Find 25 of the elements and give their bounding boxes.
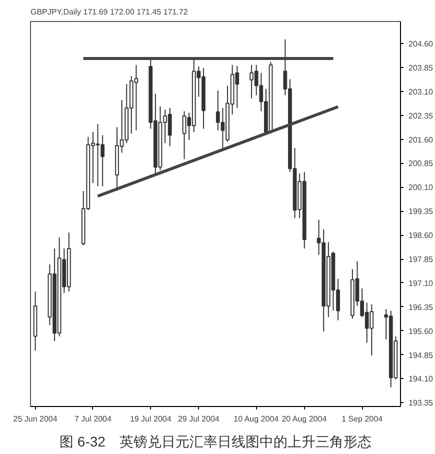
y-tick-label: 202.35 bbox=[408, 111, 434, 120]
y-tick-label: 204.60 bbox=[408, 40, 434, 49]
x-tick-label: 25 Jun 2004 bbox=[13, 414, 58, 424]
y-tick-label: 199.35 bbox=[408, 207, 434, 216]
y-tick-label: 197.85 bbox=[408, 255, 434, 264]
chart-title: GBPJPY,Daily 171.69 172.00 171.45 171.72 bbox=[30, 8, 188, 16]
x-tick-label: 10 Aug 2004 bbox=[234, 414, 280, 424]
y-tick-label: 193.35 bbox=[408, 398, 434, 408]
y-tick-label: 203.10 bbox=[408, 87, 434, 96]
x-tick-label: 19 Jul 2004 bbox=[130, 414, 172, 424]
x-tick-label: 20 Aug 2004 bbox=[282, 414, 328, 424]
caption: 图 6-32 英镑兑日元汇率日线图中的上升三角形态 bbox=[60, 434, 372, 450]
x-tick-label: 7 Jul 2004 bbox=[74, 414, 112, 424]
y-tick-label: 203.85 bbox=[408, 63, 434, 72]
y-tick-label: 198.60 bbox=[408, 231, 434, 240]
y-tick-label: 201.60 bbox=[408, 135, 434, 144]
y-tick-label: 197.10 bbox=[408, 278, 434, 288]
y-tick-label: 200.10 bbox=[408, 183, 434, 192]
y-tick-label: 200.85 bbox=[408, 159, 434, 168]
x-tick-label: 29 Jul 2004 bbox=[178, 414, 220, 424]
y-tick-label: 194.85 bbox=[408, 350, 434, 360]
y-tick-label: 195.60 bbox=[408, 326, 434, 336]
y-tick-label: 196.35 bbox=[408, 302, 434, 312]
x-tick-label: 1 Sep 2004 bbox=[342, 414, 384, 424]
y-tick-label: 194.10 bbox=[408, 374, 434, 384]
